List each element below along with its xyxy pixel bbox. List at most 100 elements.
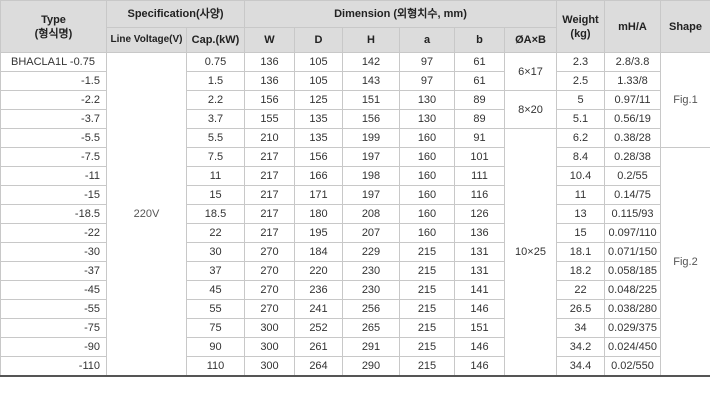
weight-cell: 15 [556,223,605,243]
header-type: Type (형식명) [0,0,107,53]
d-cell: 135 [294,128,343,148]
cap-cell: 5.5 [186,128,245,148]
shape-cell-fig2: Fig.2 [660,147,710,377]
weight-cell: 2.3 [556,52,605,72]
d-cell: 135 [294,109,343,129]
w-cell: 300 [244,337,295,357]
type-cell: -55 [0,299,107,319]
header-h: H [342,27,400,53]
w-cell: 270 [244,261,295,281]
h-cell: 229 [342,242,400,262]
header-specification: Specification(사양) [106,0,245,28]
table-row: -22 22 217 195 207 160 136 15 0.097/110 [0,223,710,243]
h-cell: 230 [342,280,400,300]
a-cell: 160 [399,185,455,205]
cap-cell: 90 [186,337,245,357]
type-cell: -30 [0,242,107,262]
table-row: -110 110 300 264 290 215 146 34.4 0.02/5… [0,356,710,377]
header-axb: ØA×B [504,27,557,53]
weight-cell: 6.2 [556,128,605,148]
mha-cell: 0.038/280 [604,299,661,319]
d-cell: 180 [294,204,343,224]
cap-cell: 75 [186,318,245,338]
mha-cell: 0.2/55 [604,166,661,186]
table-row: -90 90 300 261 291 215 146 34.2 0.024/45… [0,337,710,357]
mha-cell: 1.33/8 [604,71,661,91]
mha-cell: 0.28/38 [604,147,661,167]
cap-cell: 2.2 [186,90,245,110]
cap-cell: 7.5 [186,147,245,167]
d-cell: 252 [294,318,343,338]
table-row: -11 11 217 166 198 160 111 10.4 0.2/55 [0,166,710,186]
w-cell: 217 [244,223,295,243]
h-cell: 197 [342,185,400,205]
w-cell: 300 [244,318,295,338]
table-row: -55 55 270 241 256 215 146 26.5 0.038/28… [0,299,710,319]
header-type-label: Type [41,13,66,26]
weight-cell: 26.5 [556,299,605,319]
weight-cell: 18.2 [556,261,605,281]
header-w: W [244,27,295,53]
header-line-voltage: Line Voltage(V) [106,27,187,53]
w-cell: 217 [244,166,295,186]
b-cell: 146 [454,337,505,357]
weight-cell: 2.5 [556,71,605,91]
a-cell: 160 [399,166,455,186]
h-cell: 198 [342,166,400,186]
type-cell: -1.5 [0,71,107,91]
d-cell: 184 [294,242,343,262]
mha-cell: 2.8/3.8 [604,52,661,72]
h-cell: 291 [342,337,400,357]
weight-cell: 5.1 [556,109,605,129]
axb-cell-group2: 8×20 [504,90,557,129]
a-cell: 215 [399,299,455,319]
weight-cell: 13 [556,204,605,224]
type-cell: -37 [0,261,107,281]
b-cell: 61 [454,52,505,72]
d-cell: 195 [294,223,343,243]
mha-cell: 0.97/11 [604,90,661,110]
type-cell: -45 [0,280,107,300]
axb-cell-group3: 10×25 [504,128,557,377]
weight-cell: 22 [556,280,605,300]
mha-cell: 0.097/110 [604,223,661,243]
weight-cell: 34 [556,318,605,338]
b-cell: 141 [454,280,505,300]
h-cell: 142 [342,52,400,72]
a-cell: 215 [399,280,455,300]
type-cell: -22 [0,223,107,243]
w-cell: 270 [244,299,295,319]
a-cell: 215 [399,356,455,377]
header-dimension: Dimension (외형치수, mm) [244,0,557,28]
w-cell: 156 [244,90,295,110]
mha-cell: 0.02/550 [604,356,661,377]
b-cell: 91 [454,128,505,148]
spec-table: Type (형식명) Specification(사양) Dimension (… [0,0,710,377]
w-cell: 136 [244,52,295,72]
mha-cell: 0.38/28 [604,128,661,148]
h-cell: 256 [342,299,400,319]
table-row: BHACLA1L -0.75 220V 0.75 136 105 142 97 … [0,52,710,377]
type-cell: -2.2 [0,90,107,110]
cap-cell: 15 [186,185,245,205]
cap-cell: 1.5 [186,71,245,91]
cap-cell: 30 [186,242,245,262]
w-cell: 217 [244,204,295,224]
header-weight: Weight (kg) [556,0,605,53]
weight-cell: 5 [556,90,605,110]
mha-cell: 0.058/185 [604,261,661,281]
a-cell: 160 [399,147,455,167]
header-shape: Shape [660,0,710,53]
h-cell: 143 [342,71,400,91]
table-row: -7.5 7.5 217 156 197 160 101 8.4 0.28/38… [0,147,710,377]
mha-cell: 0.024/450 [604,337,661,357]
b-cell: 136 [454,223,505,243]
d-cell: 105 [294,52,343,72]
a-cell: 160 [399,204,455,224]
weight-cell: 34.4 [556,356,605,377]
table-row: -45 45 270 236 230 215 141 22 0.048/225 [0,280,710,300]
cap-cell: 45 [186,280,245,300]
b-cell: 146 [454,299,505,319]
h-cell: 156 [342,109,400,129]
b-cell: 131 [454,242,505,262]
